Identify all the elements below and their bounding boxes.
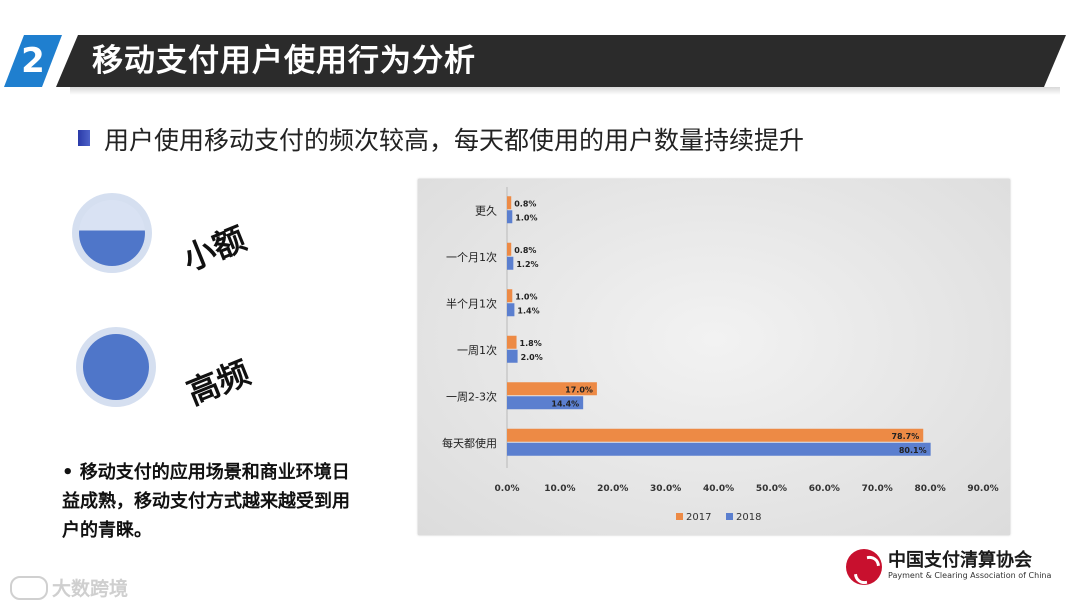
data-label-2017: 0.8% (514, 199, 536, 208)
bar-2017 (507, 335, 517, 349)
bar-2018 (507, 303, 515, 317)
logo-en-text: Payment & Clearing Association of China (888, 571, 1052, 580)
x-tick-label: 0.0% (495, 484, 520, 494)
category-label: 一周2-3次 (446, 389, 497, 403)
half-fill (79, 200, 145, 266)
bar-2017 (507, 382, 597, 396)
data-label-2018: 1.4% (517, 306, 539, 315)
section-number: 2 (4, 35, 62, 87)
frequency-bar-chart: 更久 0.8% 1.0% 一个月1次 0.8% 1.2% 半个月1次 1.0% 1.4% 一周1次… (442, 187, 999, 523)
subtitle-bullet-icon (78, 130, 90, 146)
subtitle: 用户使用移动支付的频次较高，每天都使用的用户数量持续提升 (104, 126, 805, 155)
bar-2018 (507, 442, 931, 456)
bar-2018 (507, 396, 584, 410)
bar-2017 (507, 428, 924, 442)
x-tick-label: 50.0% (756, 484, 787, 494)
x-tick-label: 40.0% (703, 484, 734, 494)
x-tick-label: 80.0% (914, 484, 945, 494)
full-fill (83, 334, 149, 400)
bar-2017 (507, 196, 512, 210)
logo-cn-text: 中国支付清算协会 (888, 550, 1032, 571)
tag-high-frequency: 高频 (181, 353, 256, 413)
page-title: 移动支付用户使用行为分析 (92, 43, 476, 79)
bar-2017 (507, 289, 513, 303)
half-circle-icon (72, 193, 152, 273)
category-label: 一个月1次 (446, 250, 497, 264)
legend-label-2017: 2017 (686, 512, 711, 523)
bar-2018 (507, 210, 513, 224)
data-label-2018: 1.0% (515, 213, 537, 222)
legend-label-2018: 2018 (736, 512, 761, 523)
header-bar (56, 35, 1066, 87)
header-shadow (70, 87, 1060, 95)
x-tick-label: 20.0% (597, 484, 628, 494)
category-label: 一周1次 (457, 343, 497, 357)
data-label-2017: 17.0% (565, 385, 593, 394)
x-tick-label: 70.0% (862, 484, 893, 494)
x-tick-label: 90.0% (967, 484, 998, 494)
x-tick-label: 60.0% (809, 484, 840, 494)
watermark-icon (10, 576, 48, 600)
data-label-2017: 0.8% (514, 246, 536, 255)
data-label-2017: 1.8% (520, 339, 542, 348)
data-label-2018: 2.0% (521, 353, 543, 362)
watermark-text: 大数跨境 (52, 578, 129, 600)
data-label-2017: 1.0% (515, 292, 537, 301)
legend-swatch-2017 (676, 513, 683, 520)
tag-small-amount: 小额 (177, 219, 252, 279)
bar-2018 (507, 256, 514, 270)
data-label-2018: 1.2% (516, 260, 538, 269)
legend-swatch-2018 (726, 513, 733, 520)
data-label-2018: 14.4% (551, 399, 579, 408)
note-text: • 移动支付的应用场景和商业环境日益成熟，移动支付方式越来越受到用户的青睐。 (62, 462, 350, 541)
data-label-2017: 78.7% (891, 432, 919, 441)
chart-panel: 更久 0.8% 1.0% 一个月1次 0.8% 1.2% 半个月1次 1.0% 1.4% 一周1次… (418, 179, 1010, 535)
bar-2017 (507, 242, 512, 256)
x-tick-label: 10.0% (544, 484, 575, 494)
data-label-2018: 80.1% (899, 446, 927, 455)
association-logo-icon (846, 549, 882, 585)
bar-2018 (507, 349, 518, 363)
x-tick-label: 30.0% (650, 484, 681, 494)
category-label: 每天都使用 (442, 436, 497, 450)
full-circle-icon (76, 327, 156, 407)
category-label: 半个月1次 (446, 296, 497, 310)
category-label: 更久 (475, 204, 497, 217)
